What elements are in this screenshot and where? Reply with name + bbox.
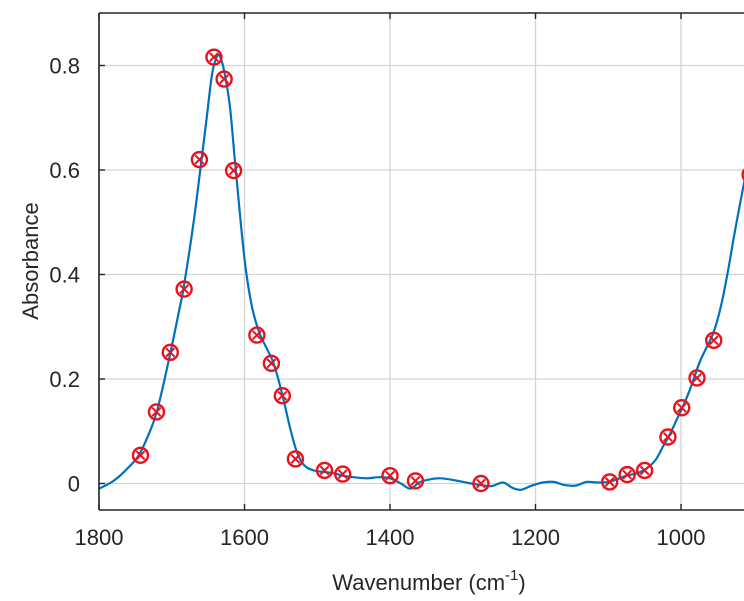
y-tick-label: 0.4 — [49, 263, 80, 288]
y-tick-label: 0.2 — [49, 367, 80, 392]
marker-circle — [472, 474, 490, 493]
grid — [98, 13, 744, 510]
marker-circle — [406, 472, 425, 490]
marker-cross — [219, 74, 230, 84]
marker-cross — [410, 475, 421, 486]
marker-circle — [215, 70, 233, 88]
y-tick-label: 0.6 — [49, 158, 80, 183]
marker-layer — [131, 48, 744, 493]
marker-circle — [205, 48, 223, 66]
x-axis-title-main: Wavenumber (cm — [332, 570, 505, 595]
marker-cross — [228, 165, 239, 176]
marker-circle — [673, 399, 691, 417]
plot-area — [99, 13, 744, 510]
x-tick-label: 1400 — [366, 525, 415, 550]
marker-cross — [676, 402, 687, 413]
data-point-marker — [131, 446, 150, 464]
marker-cross — [662, 432, 673, 442]
marker-cross — [319, 465, 330, 476]
marker-cross — [179, 284, 190, 295]
data-point-marker — [741, 168, 744, 181]
marker-cross — [277, 390, 288, 401]
marker-circle — [190, 150, 209, 169]
marker-circle — [286, 450, 305, 468]
marker-circle — [659, 428, 677, 446]
marker-cross — [337, 469, 348, 480]
marker-circle — [175, 280, 193, 298]
marker-cross — [135, 450, 146, 461]
marker-circle — [741, 168, 744, 181]
data-point-marker — [472, 474, 490, 493]
marker-circle — [248, 326, 266, 344]
y-tick-labels: 0 0.2 0.4 0.6 0.8 — [49, 54, 80, 497]
data-point-marker — [190, 150, 209, 169]
data-point-marker — [248, 326, 266, 344]
y-axis-title: Absorbance — [18, 202, 43, 319]
marker-cross — [385, 470, 395, 481]
data-point-marker — [161, 343, 179, 362]
marker-cross — [708, 335, 719, 346]
x-axis-title: Wavenumber (cm-1) — [332, 567, 525, 595]
marker-circle — [262, 354, 281, 373]
series-line-layer — [99, 53, 744, 491]
data-point-marker — [215, 70, 233, 88]
data-point-marker — [147, 403, 166, 421]
data-point-marker — [175, 280, 193, 298]
marker-cross — [622, 469, 633, 480]
spectrum-line — [99, 53, 744, 491]
y-tick-label: 0 — [68, 472, 80, 497]
marker-circle — [601, 473, 619, 491]
data-point-marker — [334, 465, 352, 483]
marker-cross — [692, 373, 702, 383]
marker-circle — [273, 387, 292, 405]
marker-cross — [604, 477, 615, 487]
marker-cross — [194, 154, 205, 165]
marker-circle — [334, 465, 352, 483]
x-axis-title-suffix: ) — [518, 570, 525, 595]
x-tick-label: 1600 — [220, 525, 269, 550]
data-point-marker — [635, 461, 654, 480]
marker-circle — [381, 466, 399, 485]
marker-circle — [618, 465, 636, 484]
marker-circle — [224, 161, 243, 180]
data-point-marker — [315, 461, 334, 480]
data-point-marker — [205, 48, 223, 66]
data-point-marker — [705, 331, 723, 350]
data-point-marker — [618, 465, 636, 484]
marker-cross — [476, 478, 486, 489]
marker-cross — [165, 347, 176, 358]
marker-cross — [209, 52, 219, 63]
marker-cross — [266, 358, 277, 369]
marker-circle — [688, 369, 706, 387]
marker-cross — [151, 407, 162, 417]
marker-circle — [131, 446, 150, 464]
x-tick-label: 1800 — [75, 525, 124, 550]
data-point-marker — [673, 399, 691, 417]
x-tick-label: 1200 — [511, 525, 560, 550]
data-point-marker — [286, 450, 305, 468]
marker-circle — [161, 343, 179, 362]
marker-circle — [147, 403, 166, 421]
data-point-marker — [406, 472, 425, 490]
y-tick-label: 0.8 — [49, 54, 80, 79]
x-axis-title-superscript: -1 — [505, 567, 518, 584]
marker-cross — [290, 454, 301, 464]
x-tick-label: 1000 — [657, 525, 706, 550]
marker-cross — [639, 465, 650, 476]
data-point-marker — [659, 428, 677, 446]
axes — [98, 12, 744, 511]
marker-circle — [315, 461, 334, 480]
data-point-marker — [262, 354, 281, 373]
x-tick-labels: 1800 1600 1400 1200 1000 — [75, 525, 706, 550]
data-point-marker — [688, 369, 706, 387]
data-point-marker — [273, 387, 292, 405]
marker-cross — [251, 330, 262, 341]
data-point-marker — [601, 473, 619, 491]
marker-circle — [705, 331, 723, 350]
data-point-marker — [224, 161, 243, 180]
marker-circle — [635, 461, 654, 480]
data-point-marker — [381, 466, 399, 485]
